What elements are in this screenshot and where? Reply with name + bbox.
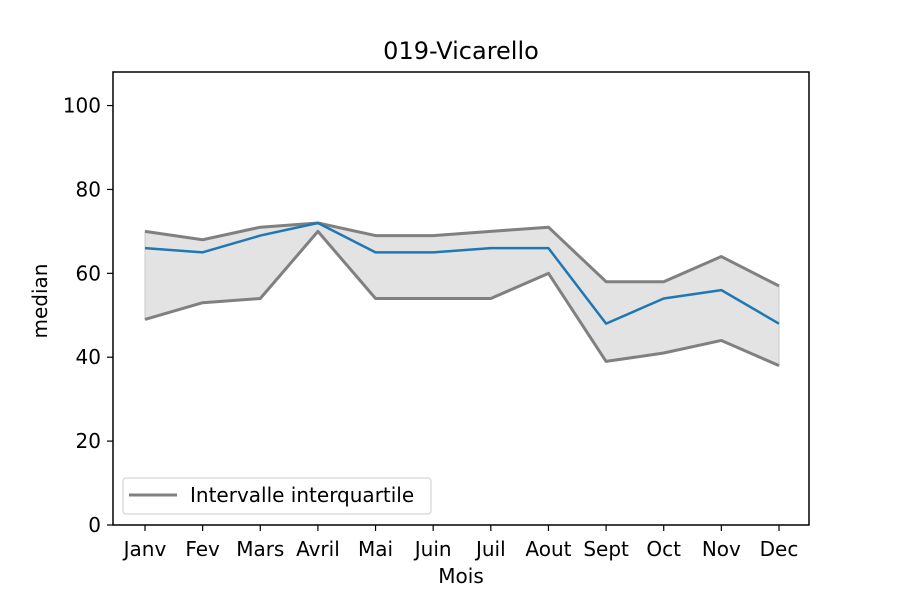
x-tick-label: Juil	[474, 537, 506, 561]
series-line-q3	[144, 221, 780, 288]
x-tick-label: Sept	[583, 537, 629, 561]
y-tick-label: 80	[76, 177, 101, 201]
series-line-q1	[144, 229, 780, 367]
x-tick-label: Janv	[122, 537, 167, 561]
chart-title: 019-Vicarello	[383, 37, 539, 65]
x-axis: Janv Fev Mars Avril Mai Juin Juil Aout Sept Oct No…	[122, 525, 799, 561]
x-tick-label: Dec	[760, 537, 799, 561]
plot-frame	[112, 71, 810, 526]
legend: Intervalle interquartile	[122, 477, 432, 515]
x-tick-label: Mai	[358, 537, 393, 561]
y-tick-label: 40	[76, 345, 101, 369]
y-tick-label: 20	[76, 429, 101, 453]
x-tick-label: Oct	[646, 537, 681, 561]
x-tick-label: Aout	[525, 537, 571, 561]
x-axis-title: Mois	[438, 564, 483, 588]
y-tick-label: 60	[76, 261, 101, 285]
x-tick-label: Juin	[413, 537, 452, 561]
series-line-median	[144, 221, 780, 325]
legend-label: Intervalle interquartile	[190, 483, 414, 507]
y-tick-label: 0	[88, 513, 101, 537]
series-layer	[144, 221, 780, 367]
legend-box	[122, 477, 432, 515]
x-tick-label: Avril	[296, 537, 340, 561]
x-tick-label: Mars	[236, 537, 284, 561]
y-tick-label: 100	[63, 94, 101, 118]
y-axis-title: median	[28, 264, 52, 339]
x-tick-label: Nov	[702, 537, 741, 561]
x-tick-label: Fev	[185, 537, 220, 561]
y-axis: 0 20 40 60 80 100	[63, 94, 113, 537]
